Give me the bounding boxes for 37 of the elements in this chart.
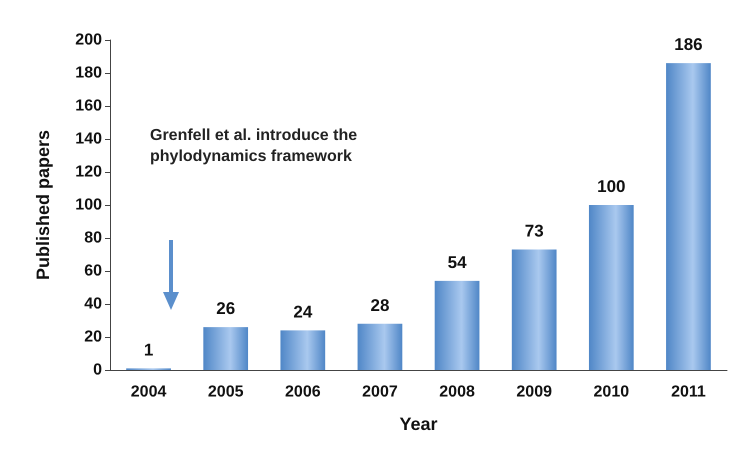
y-tick-label: 120 — [75, 164, 102, 180]
bar — [434, 280, 480, 370]
y-tick-label: 40 — [84, 296, 102, 312]
bar — [512, 250, 557, 370]
y-tick-label: 0 — [93, 362, 102, 378]
x-tick-label: 2010 — [594, 384, 630, 400]
data-label: 24 — [293, 302, 313, 322]
data-label: 100 — [597, 177, 626, 196]
data-label: 1 — [144, 340, 154, 360]
bar — [203, 327, 248, 370]
x-tick-label: 2011 — [671, 384, 706, 400]
x-tick-label: 2007 — [362, 384, 398, 400]
data-label: 26 — [216, 299, 236, 318]
bar — [588, 205, 634, 370]
data-label: 54 — [448, 252, 468, 272]
x-tick-label: 2004 — [130, 384, 166, 400]
bar — [666, 63, 711, 370]
y-axis-title: Published papers — [33, 130, 53, 280]
data-label: 73 — [524, 222, 544, 241]
x-tick-label: 2005 — [208, 384, 244, 400]
y-tick-label: 140 — [75, 130, 102, 148]
x-tick-label: 2009 — [516, 384, 552, 400]
y-tick-label: 20 — [84, 328, 102, 346]
y-tick-label: 180 — [75, 64, 102, 82]
bar — [358, 324, 402, 370]
y-tick-label: 80 — [84, 230, 102, 246]
bar — [280, 330, 326, 370]
y-tick-label: 160 — [75, 98, 102, 114]
x-tick-label: 2008 — [439, 384, 475, 400]
y-tick-label: 100 — [75, 196, 102, 214]
x-axis-title: Year — [399, 414, 438, 434]
y-tick-label: 200 — [75, 32, 102, 48]
annotation: Grenfell et al. introduce the phylodynamics framework — [150, 127, 362, 165]
data-label: 28 — [370, 296, 390, 315]
data-label: 186 — [674, 35, 703, 54]
y-tick-label: 60 — [84, 262, 102, 280]
x-tick-label: 2006 — [285, 384, 321, 400]
